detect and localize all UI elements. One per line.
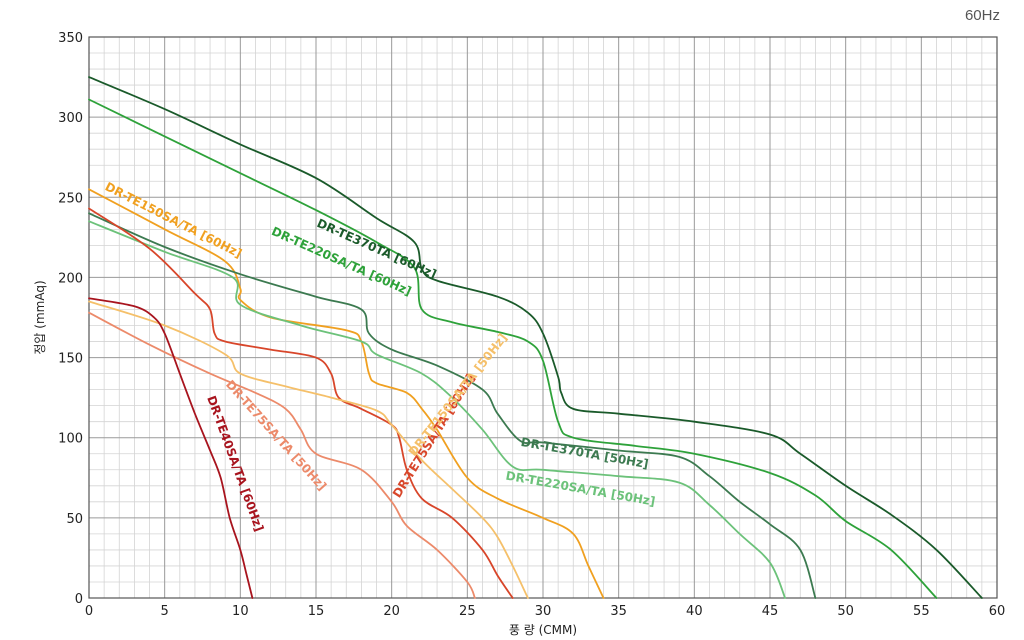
series-line <box>88 297 254 599</box>
y-axis-title: 정압 (mmAq) <box>33 280 47 354</box>
frequency-corner-label: 60Hz <box>965 7 1000 24</box>
y-tick-label: 100 <box>58 432 83 447</box>
x-tick-label: 20 <box>383 604 400 619</box>
series-line <box>88 207 514 599</box>
series-line <box>88 311 476 599</box>
x-tick-label: 10 <box>232 604 249 619</box>
y-tick-label: 50 <box>66 512 83 527</box>
x-tick-label: 40 <box>686 604 703 619</box>
plot-frame <box>88 36 998 599</box>
x-tick-label: 5 <box>161 604 169 619</box>
y-tick-label: 250 <box>58 191 83 206</box>
y-axis-ticks: 0 50 100 150 200 250 300 350 <box>58 31 83 607</box>
series-line <box>88 98 938 599</box>
y-tick-label: 200 <box>58 271 83 286</box>
series-line <box>88 300 529 599</box>
x-tick-label: 30 <box>535 604 552 619</box>
series-line <box>88 76 983 599</box>
x-axis-ticks: 0 5 10 15 20 25 30 35 40 45 50 55 60 <box>85 604 1005 619</box>
x-tick-label: 55 <box>913 604 930 619</box>
y-tick-label: 150 <box>58 352 83 367</box>
y-tick-label: 0 <box>75 592 83 607</box>
series-label: DR-TE150SA/TA [50Hz] <box>406 331 510 459</box>
x-tick-label: 15 <box>308 604 325 619</box>
series-line <box>88 220 786 599</box>
series-line <box>88 212 817 599</box>
x-tick-label: 60 <box>989 604 1006 619</box>
series-lines <box>88 76 983 599</box>
y-tick-label: 300 <box>58 111 83 126</box>
x-tick-label: 35 <box>610 604 627 619</box>
series-label: DR-TE150SA/TA [60Hz] <box>103 179 244 260</box>
x-axis-title: 풍 량 (CMM) <box>509 623 577 637</box>
x-tick-label: 45 <box>762 604 779 619</box>
y-tick-label: 350 <box>58 31 83 46</box>
series-line <box>88 188 605 599</box>
x-tick-label: 0 <box>85 604 93 619</box>
x-tick-label: 50 <box>837 604 854 619</box>
x-tick-label: 25 <box>459 604 476 619</box>
